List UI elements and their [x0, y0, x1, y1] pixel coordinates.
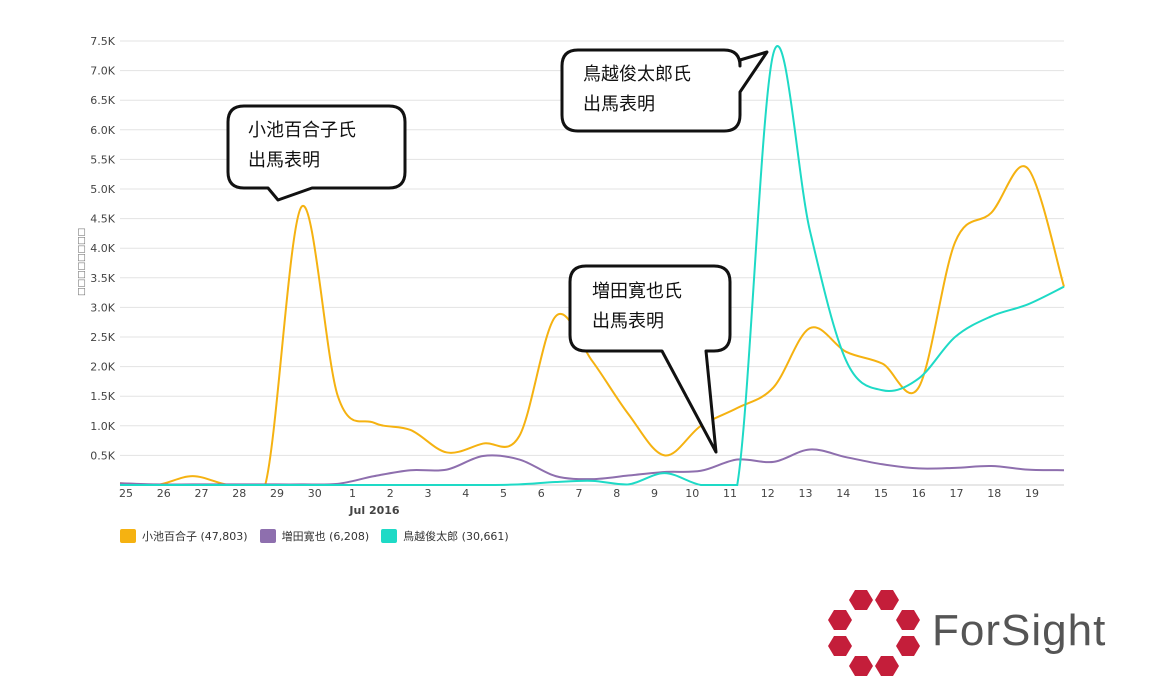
legend-swatch-koike [120, 529, 136, 543]
y-tick-label: 0.5K [90, 449, 115, 462]
x-axis-sublabel: Jul 2016 [348, 504, 399, 517]
series-torigoe-line [120, 45, 1065, 486]
legend-item-koike[interactable]: 小池百合子 (47,803) [120, 528, 248, 544]
x-tick-label: 4 [462, 487, 469, 500]
x-tick-label: 12 [761, 487, 775, 500]
legend-item-torigoe[interactable]: 鳥越俊太郎 (30,661) [381, 528, 509, 544]
y-tick-label: 5.5K [90, 153, 115, 166]
axis-layer: 0.5K 1.0K 1.5K 2.0K 2.5K 3.0K 3.5K 4.0K 4.5K 5.0K… [77, 35, 1064, 517]
callout-bubble-torigoe [560, 48, 769, 133]
legend-label-torigoe: 鳥越俊太郎 (30,661) [403, 530, 509, 543]
callout-layer [226, 48, 769, 454]
y-tick-label: 2.5K [90, 331, 115, 344]
x-tick-label: 3 [425, 487, 432, 500]
forsight-logo-icon [828, 590, 920, 676]
x-tick-label: 8 [613, 487, 620, 500]
x-tick-label: 26 [157, 487, 171, 500]
annotation-koike: 小池百合子氏 出馬表明 [248, 120, 356, 171]
chart-legend: 小池百合子 (47,803) 増田寛也 (6,208) 鳥越俊太郎 (30,66… [120, 528, 509, 544]
x-tick-label: 9 [651, 487, 658, 500]
x-tick-label: 1 [349, 487, 356, 500]
x-tick-label: 13 [799, 487, 813, 500]
x-tick-label: 28 [232, 487, 246, 500]
x-tick-label: 14 [836, 487, 850, 500]
x-tick-label: 18 [987, 487, 1001, 500]
legend-label-masuda: 増田寛也 (6,208) [281, 530, 370, 543]
y-axis-title: □□□□□□□□ [77, 228, 87, 296]
x-tick-label: 17 [950, 487, 964, 500]
x-tick-label: 30 [308, 487, 322, 500]
y-tick-label: 5.0K [90, 183, 115, 196]
x-tick-label: 5 [500, 487, 507, 500]
x-tick-label: 2 [387, 487, 394, 500]
y-tick-label: 4.5K [90, 213, 115, 226]
y-tick-label: 4.0K [90, 242, 115, 255]
x-tick-label: 7 [576, 487, 583, 500]
callout-bubble-koike [226, 104, 407, 202]
x-tick-label: 29 [270, 487, 284, 500]
annotation-torigoe: 鳥越俊太郎氏 出馬表明 [583, 64, 691, 115]
y-tick-label: 1.0K [90, 420, 115, 433]
y-tick-label: 3.5K [90, 272, 115, 285]
legend-item-masuda[interactable]: 増田寛也 (6,208) [259, 528, 370, 544]
x-tick-label: 10 [685, 487, 699, 500]
legend-swatch-masuda [259, 529, 276, 543]
x-tick-label: 27 [195, 487, 209, 500]
x-tick-label: 19 [1025, 487, 1039, 500]
y-tick-label: 6.5K [90, 94, 115, 107]
y-tick-label: 1.5K [90, 390, 115, 403]
x-tick-label: 25 [119, 487, 133, 500]
annotation-masuda: 増田寛也氏 出馬表明 [592, 281, 682, 332]
y-tick-label: 2.0K [90, 361, 115, 374]
y-tick-label: 6.0K [90, 124, 115, 137]
callout-bubble-masuda [568, 264, 732, 454]
logo-text: ForSight [932, 606, 1107, 655]
y-tick-label: 7.5K [90, 35, 115, 48]
x-tick-label: 15 [874, 487, 888, 500]
legend-label-koike: 小池百合子 (47,803) [142, 530, 248, 543]
x-tick-label: 11 [723, 487, 737, 500]
y-tick-label: 3.0K [90, 301, 115, 314]
y-tick-label: 7.0K [90, 65, 115, 78]
x-tick-label: 6 [538, 487, 545, 500]
x-tick-label: 16 [912, 487, 926, 500]
legend-swatch-torigoe [381, 529, 398, 543]
series-masuda-line [119, 448, 1065, 486]
